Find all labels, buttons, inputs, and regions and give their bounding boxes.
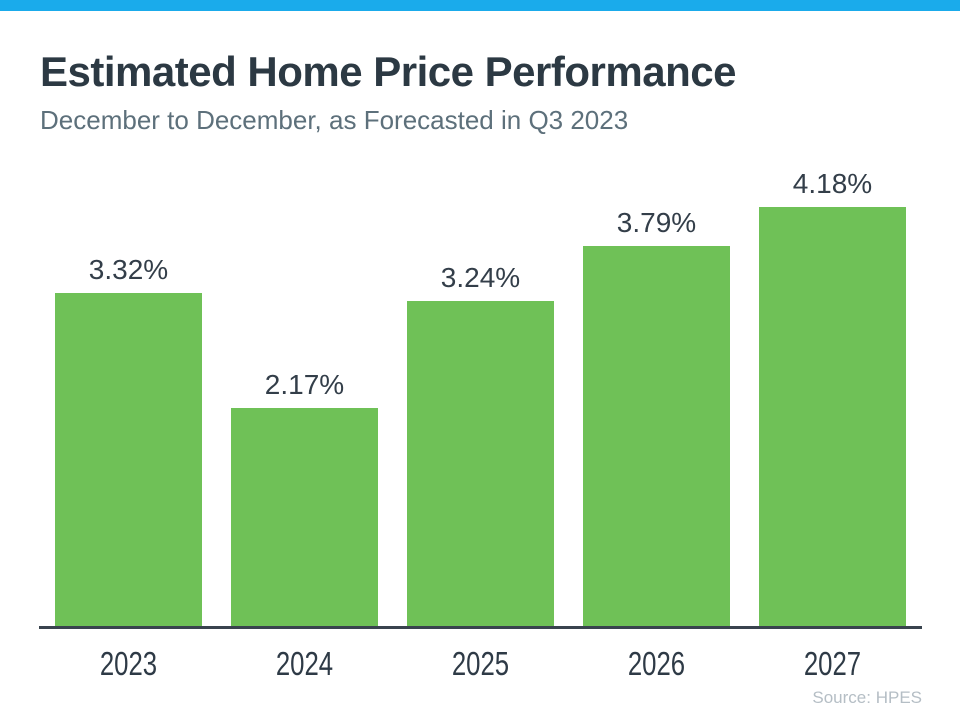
bar-2025 [407,300,554,626]
x-tick-label-2024: 2024 [275,644,334,682]
plot-area: 3.32% 2.17% 3.24% 3.79% 4.18% [39,167,922,626]
source-note: Source: HPES [812,687,922,707]
bar-column: 3.79% [583,206,730,626]
x-axis-line [39,625,922,629]
x-axis-labels: 2023 2024 2025 2026 2027 [39,644,922,682]
x-tick-label-2027: 2027 [803,644,862,682]
bar-2026 [583,245,730,626]
bar-column: 3.32% [55,253,202,626]
bar-value-label: 3.79% [616,206,697,238]
bar-2023 [55,292,202,626]
bar-value-label: 4.18% [792,167,873,199]
bar-value-label: 2.17% [264,368,345,400]
bar-column: 2.17% [231,368,378,626]
bar-value-label: 3.32% [88,253,169,285]
bar-2027 [759,206,906,626]
bar-chart: 3.32% 2.17% 3.24% 3.79% 4.18% 2023 2024 … [39,167,922,682]
x-tick-label-2023: 2023 [99,644,158,682]
bar-value-label: 3.24% [440,261,521,293]
bar-2024 [231,407,378,626]
x-tick-label-2025: 2025 [451,644,510,682]
top-accent-bar [0,0,960,11]
page-subtitle: December to December, as Forecasted in Q… [40,105,629,136]
page-title: Estimated Home Price Performance [40,48,736,95]
bar-column: 3.24% [407,261,554,626]
x-tick-label-2026: 2026 [627,644,686,682]
bar-column: 4.18% [759,167,906,626]
